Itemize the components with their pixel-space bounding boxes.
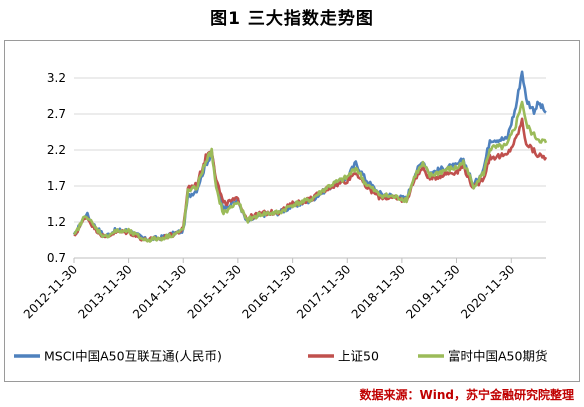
series-line-0 [72,70,547,242]
y-tick-label: 3.2 [47,71,66,85]
source-note: 数据来源：Wind，苏宁金融研究院整理 [359,388,574,402]
chart-title: 图1 三大指数走势图 [210,9,374,29]
legend-label-0: MSCI中国A50互联互通(人民币) [44,349,222,364]
x-tick-label: 2019-11-30 [403,262,462,321]
series-line-2 [73,100,548,243]
x-tick-label: 2016-11-30 [240,262,299,321]
y-tick-label: 1.7 [47,179,66,193]
legend: MSCI中国A50互联互通(人民币) 上证50 富时中国A50期货 [14,349,547,364]
y-tick-label: 2.2 [47,143,66,157]
x-tick-label: 2020-11-30 [458,262,517,321]
y-axis-ticks: 0.7 1.2 1.7 2.2 2.7 3.2 [47,71,66,265]
x-tick-label: 2012-11-30 [21,262,80,321]
y-tick-label: 0.7 [47,251,66,265]
x-tick-label: 2018-11-30 [349,262,408,321]
x-tick-label: 2013-11-30 [76,262,135,321]
x-axis-ticks: 2012-11-302013-11-302014-11-302015-11-30… [21,258,517,321]
legend-label-2: 富时中国A50期货 [448,349,547,364]
x-tick-label: 2014-11-30 [130,262,189,321]
legend-label-1: 上证50 [338,349,379,364]
x-tick-label: 2015-11-30 [185,262,244,321]
series-lines [72,70,548,243]
y-tick-label: 2.7 [47,107,66,121]
chart-frame [4,40,580,382]
y-tick-label: 1.2 [47,215,66,229]
gridlines [74,77,546,259]
x-tick-label: 2017-11-30 [294,262,353,321]
